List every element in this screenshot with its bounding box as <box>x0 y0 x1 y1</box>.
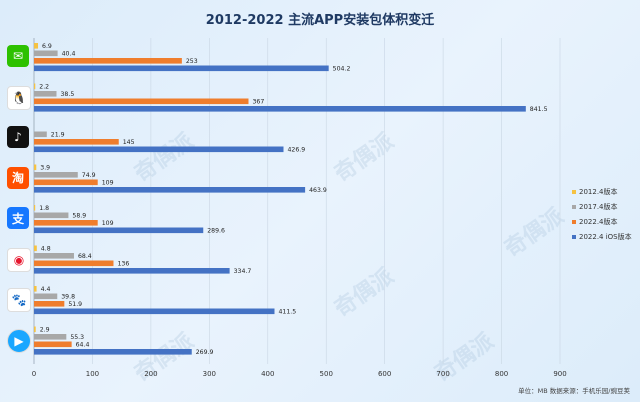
x-tick-label: 100 <box>86 370 99 378</box>
data-label: 289.6 <box>207 228 225 235</box>
bar <box>34 334 67 340</box>
legend-swatch <box>572 190 576 194</box>
alipay-icon: 支 <box>7 207 29 229</box>
data-label: 39.8 <box>61 294 75 301</box>
wechat-icon: ✉ <box>7 45 29 67</box>
data-label: 51.9 <box>68 301 82 308</box>
bar <box>34 212 69 219</box>
qq-icon: 🐧 <box>7 85 31 110</box>
bar <box>34 326 36 333</box>
youku-icon: ▶ <box>7 328 31 353</box>
bar <box>34 268 230 274</box>
douyin-icon: ♪ <box>7 126 29 148</box>
legend-item: 2017.4版本 <box>572 202 618 212</box>
bar <box>34 253 74 259</box>
x-tick-label: 500 <box>320 370 333 378</box>
data-label: 38.5 <box>61 91 75 98</box>
bar <box>34 301 65 307</box>
source-note: 单位：MB 数据来源：手机乐园/豌豆荚 <box>518 387 630 395</box>
bar <box>34 308 275 315</box>
data-label: 253 <box>186 58 198 65</box>
bar <box>34 98 249 105</box>
bar <box>34 245 37 252</box>
baidu-icon: 🐾 <box>7 288 31 312</box>
data-label: 74.9 <box>82 172 96 179</box>
weibo-icon: ◉ <box>7 247 31 272</box>
data-label: 334.7 <box>234 268 252 275</box>
data-label: 136 <box>117 261 129 268</box>
bar <box>34 349 192 355</box>
data-label: 1.8 <box>39 205 49 212</box>
taobao-icon: 淘 <box>7 166 29 189</box>
legend-swatch <box>572 220 576 224</box>
bar <box>34 286 37 292</box>
bar <box>34 187 306 193</box>
data-label: 504.2 <box>333 66 351 73</box>
bar <box>34 227 204 234</box>
data-label: 367 <box>252 99 264 106</box>
bar <box>34 205 36 211</box>
data-label: 411.5 <box>278 309 296 316</box>
legend-swatch <box>572 205 576 209</box>
bar <box>34 83 36 90</box>
data-label: 64.4 <box>76 342 90 349</box>
bar <box>34 139 119 145</box>
bar <box>34 106 526 112</box>
bar <box>34 220 98 226</box>
data-label: 463.9 <box>309 187 327 194</box>
data-label: 109 <box>102 220 114 227</box>
x-tick-label: 700 <box>436 370 449 378</box>
bar <box>34 164 37 171</box>
legend-item: 2022.4 iOS版本 <box>572 232 632 242</box>
data-label: 426.9 <box>287 147 305 154</box>
data-label: 2.9 <box>40 327 50 334</box>
data-label: 269.9 <box>196 349 214 356</box>
bar <box>34 91 57 97</box>
data-label: 40.4 <box>62 51 76 58</box>
legend-swatch <box>572 235 576 239</box>
chart-title: 2012-2022 主流APP安装包体积变迁 <box>205 13 435 28</box>
legend-label: 2012.4版本 <box>579 188 618 196</box>
data-label: 2.2 <box>39 84 49 91</box>
legend-item: 2022.4版本 <box>572 217 618 227</box>
x-tick-label: 300 <box>203 370 216 378</box>
bar <box>34 43 39 49</box>
data-label: 841.5 <box>530 106 548 113</box>
x-tick-label: 0 <box>32 370 36 378</box>
data-label: 145 <box>123 139 135 146</box>
bar <box>34 58 182 64</box>
bar <box>34 172 78 178</box>
data-label: 4.8 <box>41 246 51 253</box>
x-tick-label: 600 <box>378 370 391 378</box>
data-label: 109 <box>102 180 114 187</box>
x-tick-label: 400 <box>261 370 274 378</box>
legend-label: 2017.4版本 <box>579 203 618 211</box>
data-label: 4.4 <box>41 286 51 293</box>
data-label: 21.9 <box>51 132 65 139</box>
data-label: 58.9 <box>72 213 86 220</box>
bar <box>34 65 329 72</box>
legend-item: 2012.4版本 <box>572 187 618 197</box>
data-label: 6.9 <box>42 43 52 50</box>
data-label: 55.3 <box>70 334 84 341</box>
data-label: 68.4 <box>78 253 92 260</box>
legend-label: 2022.4版本 <box>579 218 618 226</box>
bar <box>34 131 47 138</box>
x-tick-label: 200 <box>144 370 157 378</box>
bar <box>34 50 58 57</box>
x-tick-label: 900 <box>553 370 566 378</box>
x-tick-label: 800 <box>495 370 508 378</box>
bar <box>34 146 284 153</box>
bar <box>34 260 114 267</box>
legend-label: 2022.4 iOS版本 <box>579 233 632 241</box>
bar <box>34 293 58 300</box>
bar <box>34 341 72 348</box>
data-label: 3.9 <box>40 165 50 172</box>
bar <box>34 179 98 186</box>
